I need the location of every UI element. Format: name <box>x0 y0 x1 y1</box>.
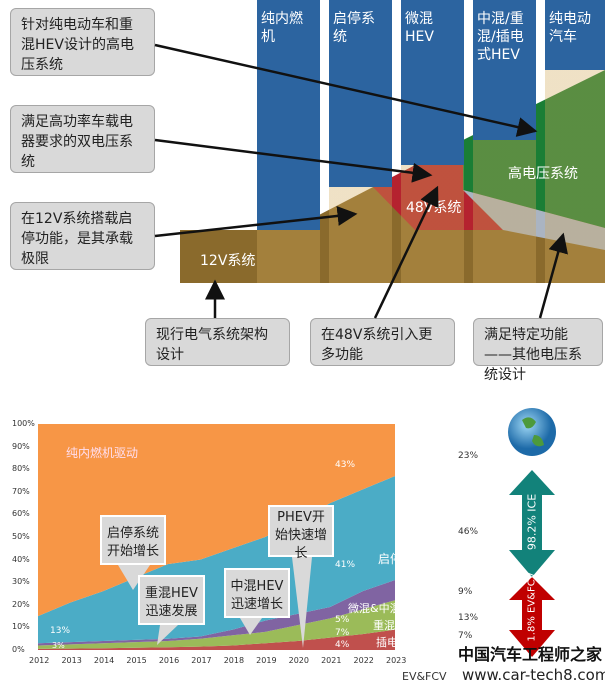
x-tick: 2023 <box>386 656 407 665</box>
column-3: 中混/重混/插电式HEV <box>473 0 536 283</box>
x-tick: 2017 <box>191 656 212 665</box>
column-1: 启停系统 <box>329 0 392 283</box>
x-tick: 2020 <box>288 656 309 665</box>
ev-label: EV&FCV <box>402 670 447 683</box>
arrows <box>154 43 568 319</box>
callout-dual: 满足高功率车载电器要求的双电压系统 <box>10 105 155 173</box>
chart-callout-hev: 重混HEV迅速发展 <box>138 575 205 625</box>
ev-arrow <box>509 577 555 657</box>
x-tick: 2014 <box>93 656 115 665</box>
callout-48v-more: 在48V系统引入更多功能 <box>310 318 455 366</box>
chart-callout-ss: 启停系统开始增长 <box>100 515 166 565</box>
right-label-phev: 7% <box>458 631 473 641</box>
series-label-ice: 纯内燃机驱动 <box>66 446 139 460</box>
y-tick: 60% <box>12 509 30 519</box>
callout-12v: 在12V系统搭载启停功能，是其承载极限 <box>10 202 155 270</box>
x-tick: 2021 <box>321 656 342 665</box>
y-tick: 100% <box>12 419 35 428</box>
x-tick: 2013 <box>61 656 82 665</box>
y-tick: 0% <box>12 645 25 654</box>
ev-share-label: 1.8% EV&FCV <box>526 572 538 642</box>
right-label-hev: 13% <box>458 613 479 623</box>
anno-4: 4% <box>335 640 350 650</box>
right-label-ss: 46% <box>458 527 479 537</box>
series-label-phev: 插电式PHEV <box>376 636 439 649</box>
y-tick: 30% <box>12 577 30 587</box>
y-tick: 90% <box>12 441 30 451</box>
x-tick: 2022 <box>353 656 374 665</box>
column-0: 纯内燃机 <box>257 0 320 283</box>
label-12v: 12V系统 <box>200 253 256 269</box>
x-tick: 2018 <box>223 656 245 665</box>
column-2: 微混HEV <box>401 0 464 283</box>
x-tick: 2012 <box>29 656 50 665</box>
anno-3: 3% <box>52 641 65 650</box>
callout-hv: 针对纯电动车和重混HEV设计的高电压系统 <box>10 8 155 76</box>
series-label-mild: 微混&中混HEV <box>348 602 424 615</box>
watermark-url: www.car-tech8.com <box>462 666 605 684</box>
y-tick: 70% <box>12 486 30 496</box>
chart-callout-mild: 中混HEV迅速增长 <box>224 568 290 618</box>
series-label-hev: 重混HEV <box>373 619 418 632</box>
y-tick: 40% <box>12 554 30 564</box>
share-arrows <box>508 408 556 657</box>
callout-pointer <box>157 625 178 645</box>
x-tick: 2019 <box>256 656 277 665</box>
x-tick: 2016 <box>158 656 180 665</box>
right-label-ice: 23% <box>458 451 479 461</box>
y-tick: 50% <box>12 532 30 541</box>
callout-pointer <box>240 618 262 635</box>
anno-7: 7% <box>335 628 350 638</box>
ice-share-label: 98.2% ICE <box>525 493 539 551</box>
callout-current: 现行电气系统架构设计 <box>145 318 290 366</box>
callout-pointer <box>292 557 312 648</box>
callout-pointer <box>118 565 150 590</box>
callout-other: 满足特定功能——其他电压系统设计 <box>473 318 603 383</box>
x-tick: 2015 <box>126 656 147 665</box>
right-label-mild: 9% <box>458 587 473 597</box>
globe-icon <box>508 408 556 456</box>
anno-5: 5% <box>335 615 350 625</box>
chart-callout-phev: PHEV开始快速增长 <box>268 505 334 561</box>
anno-43: 43% <box>335 460 356 470</box>
y-tick: 20% <box>12 599 30 609</box>
area-1 <box>38 600 395 649</box>
area-0 <box>38 629 395 650</box>
watermark-cn: 中国汽车工程师之家 <box>458 645 603 664</box>
y-tick: 10% <box>12 622 30 632</box>
label-hv: 高电压系统 <box>508 166 578 182</box>
area-2 <box>38 579 395 646</box>
ice-arrow <box>509 470 555 577</box>
series-label-ss: 启停技术 <box>378 552 427 566</box>
anno-41: 41% <box>335 560 356 570</box>
y-tick: 80% <box>12 464 30 474</box>
anno-13: 13% <box>50 626 71 636</box>
